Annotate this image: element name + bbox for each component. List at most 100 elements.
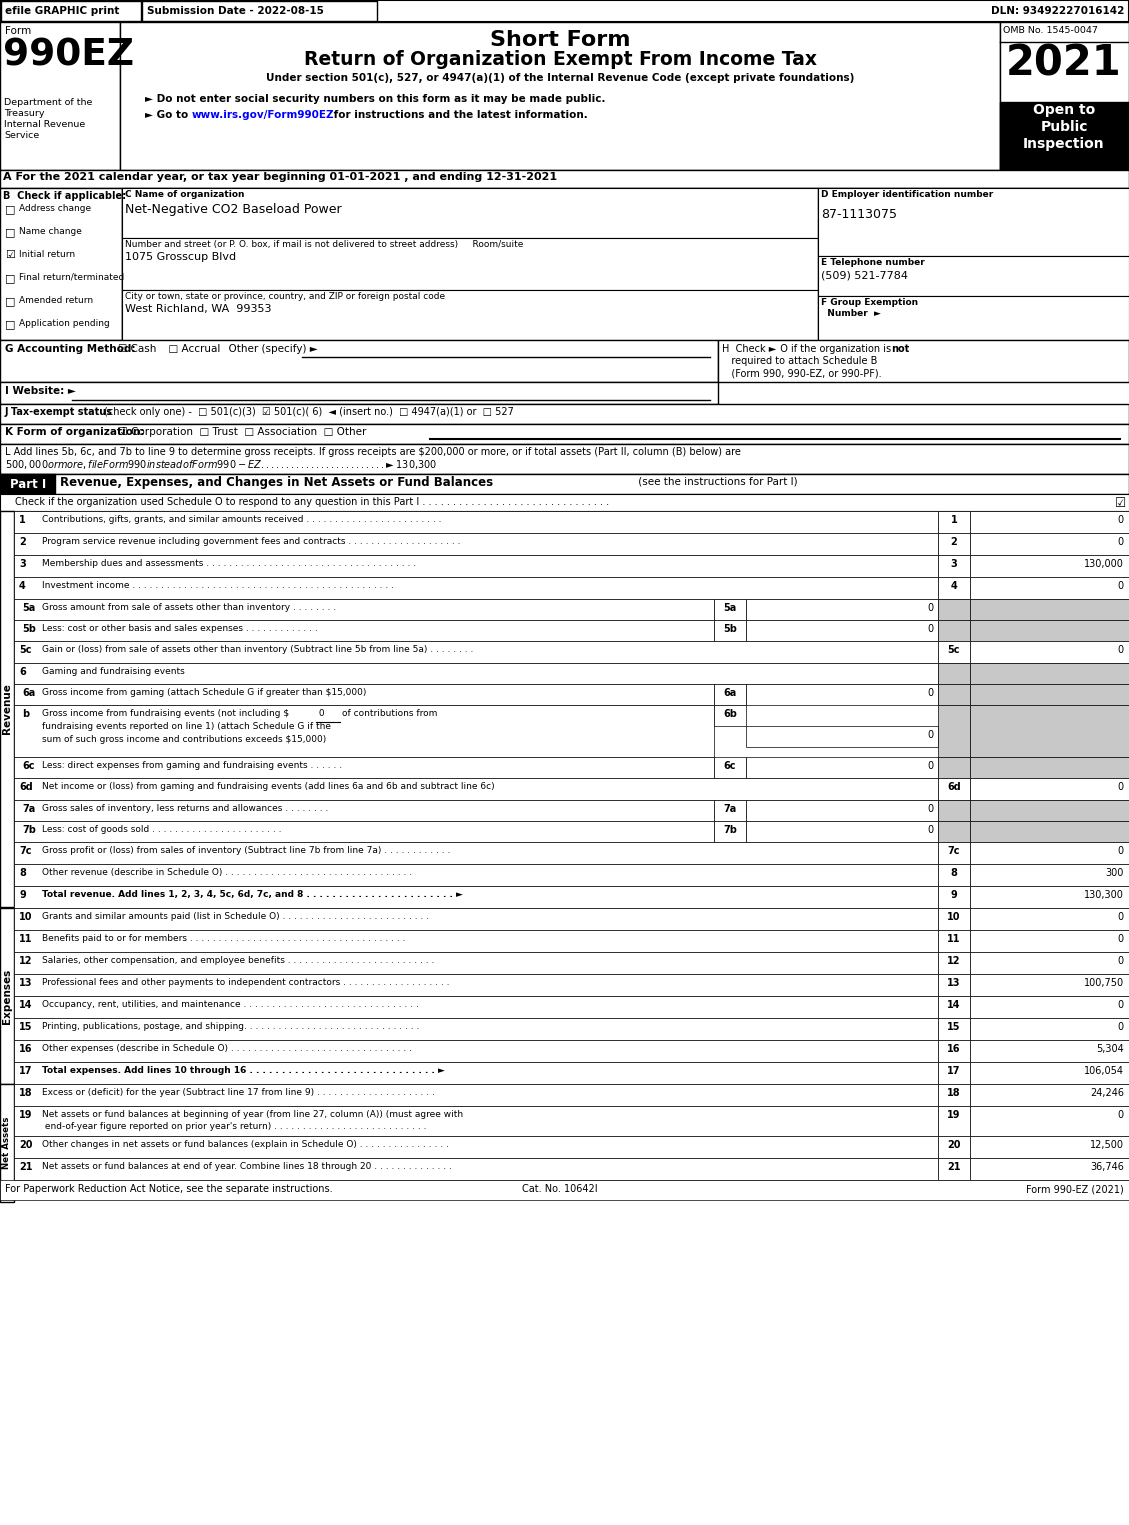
Text: 8: 8: [951, 868, 957, 878]
Bar: [970, 1106, 1129, 1136]
Text: Number and street (or P. O. box, if mail is not delivered to street address)    : Number and street (or P. O. box, if mail…: [125, 239, 524, 249]
Text: 7c: 7c: [947, 846, 961, 856]
Text: Contributions, gifts, grants, and similar amounts received . . . . . . . . . . .: Contributions, gifts, grants, and simila…: [42, 515, 441, 525]
Bar: [938, 576, 970, 599]
Bar: [14, 865, 938, 886]
Text: Other revenue (describe in Schedule O) . . . . . . . . . . . . . . . . . . . . .: Other revenue (describe in Schedule O) .…: [42, 868, 412, 877]
Text: Membership dues and assessments . . . . . . . . . . . . . . . . . . . . . . . . : Membership dues and assessments . . . . …: [42, 560, 417, 567]
Text: efile GRAPHIC print: efile GRAPHIC print: [5, 6, 120, 15]
Text: B  Check if applicable:: B Check if applicable:: [3, 191, 126, 201]
Bar: [970, 1040, 1129, 1061]
Bar: [14, 907, 938, 930]
Text: 0: 0: [1118, 1022, 1124, 1032]
Bar: [14, 842, 938, 865]
Text: Part I: Part I: [10, 477, 46, 491]
Bar: [14, 1019, 938, 1040]
Text: Excess or (deficit) for the year (Subtract line 17 from line 9) . . . . . . . . : Excess or (deficit) for the year (Subtra…: [42, 1087, 435, 1096]
Text: 5b: 5b: [723, 624, 737, 634]
Text: Gross income from fundraising events (not including $: Gross income from fundraising events (no…: [42, 709, 289, 718]
Text: 990EZ: 990EZ: [3, 38, 134, 75]
Bar: [970, 640, 1129, 663]
Text: 0: 0: [1118, 956, 1124, 965]
Text: 12: 12: [19, 956, 33, 965]
Text: 0: 0: [1118, 782, 1124, 791]
Bar: [0, 169, 1129, 188]
Text: 0: 0: [928, 730, 934, 740]
Text: required to attach Schedule B: required to attach Schedule B: [723, 355, 877, 366]
Text: 10: 10: [947, 912, 961, 923]
Text: 7b: 7b: [21, 825, 36, 836]
Text: 7a: 7a: [724, 804, 736, 814]
Text: Inspection: Inspection: [1023, 137, 1105, 151]
Bar: [970, 555, 1129, 576]
Text: Gross income from gaming (attach Schedule G if greater than $15,000): Gross income from gaming (attach Schedul…: [42, 688, 367, 697]
Text: 9: 9: [951, 891, 957, 900]
Text: Final return/terminated: Final return/terminated: [19, 273, 124, 282]
Text: Internal Revenue: Internal Revenue: [5, 120, 86, 130]
Text: of contributions from: of contributions from: [342, 709, 437, 718]
Text: ☑ Corporation  □ Trust  □ Association  □ Other: ☑ Corporation □ Trust □ Association □ Ot…: [112, 427, 367, 438]
Text: Net Assets: Net Assets: [2, 1116, 11, 1170]
Text: 1075 Grosscup Blvd: 1075 Grosscup Blvd: [125, 252, 236, 262]
Text: Public: Public: [1040, 120, 1087, 134]
Text: Less: cost of goods sold . . . . . . . . . . . . . . . . . . . . . . .: Less: cost of goods sold . . . . . . . .…: [42, 825, 281, 834]
Bar: [970, 778, 1129, 801]
Bar: [938, 1157, 970, 1180]
Text: 7c: 7c: [19, 846, 32, 856]
Bar: [0, 424, 1129, 444]
Text: Net-Negative CO2 Baseload Power: Net-Negative CO2 Baseload Power: [125, 203, 342, 217]
Text: 15: 15: [947, 1022, 961, 1032]
Bar: [14, 1157, 938, 1180]
Text: Occupancy, rent, utilities, and maintenance . . . . . . . . . . . . . . . . . . : Occupancy, rent, utilities, and maintena…: [42, 1000, 419, 1010]
Text: 6a: 6a: [724, 688, 736, 698]
Bar: [938, 865, 970, 886]
Text: □: □: [5, 227, 16, 236]
Bar: [0, 494, 1129, 511]
Bar: [120, 21, 1000, 169]
Bar: [819, 256, 1129, 296]
Text: www.irs.gov/Form990EZ: www.irs.gov/Form990EZ: [192, 110, 334, 120]
Text: 5a: 5a: [724, 602, 736, 613]
Bar: [14, 801, 714, 820]
Text: L Add lines 5b, 6c, and 7b to line 9 to determine gross receipts. If gross recei: L Add lines 5b, 6c, and 7b to line 9 to …: [5, 447, 741, 458]
Text: 6a: 6a: [21, 688, 35, 698]
Text: Less: direct expenses from gaming and fundraising events . . . . . .: Less: direct expenses from gaming and fu…: [42, 761, 342, 770]
Text: 0: 0: [1118, 581, 1124, 592]
Text: Application pending: Application pending: [19, 319, 110, 328]
Text: Form: Form: [5, 26, 32, 37]
Text: Department of the: Department of the: [5, 98, 93, 107]
Bar: [970, 705, 1129, 756]
Text: not: not: [891, 345, 909, 354]
Text: b: b: [21, 709, 29, 718]
Bar: [970, 1084, 1129, 1106]
Text: 14: 14: [947, 1000, 961, 1010]
Text: 1: 1: [19, 515, 26, 525]
Bar: [0, 188, 122, 340]
Text: 13: 13: [19, 978, 33, 988]
Text: Net income or (loss) from gaming and fundraising events (add lines 6a and 6b and: Net income or (loss) from gaming and fun…: [42, 782, 495, 791]
Bar: [714, 685, 746, 705]
Text: 12: 12: [947, 956, 961, 965]
Text: ☑ Cash: ☑ Cash: [119, 345, 157, 354]
Text: 0: 0: [1118, 846, 1124, 856]
Text: Name change: Name change: [19, 227, 82, 236]
Text: (see the instructions for Part I): (see the instructions for Part I): [634, 476, 797, 486]
Text: 9: 9: [19, 891, 26, 900]
Bar: [938, 952, 970, 974]
Bar: [938, 663, 970, 685]
Bar: [938, 599, 970, 621]
Text: 15: 15: [19, 1022, 33, 1032]
Bar: [970, 599, 1129, 621]
Bar: [938, 1136, 970, 1157]
Bar: [938, 555, 970, 576]
Bar: [819, 188, 1129, 256]
Text: Short Form: Short Form: [490, 30, 630, 50]
Text: Initial return: Initial return: [19, 250, 76, 259]
Bar: [970, 820, 1129, 842]
Bar: [14, 756, 714, 778]
Text: 6d: 6d: [947, 782, 961, 791]
Text: 4: 4: [19, 581, 26, 592]
Bar: [938, 886, 970, 907]
Text: 19: 19: [19, 1110, 33, 1119]
Text: □: □: [5, 273, 16, 284]
